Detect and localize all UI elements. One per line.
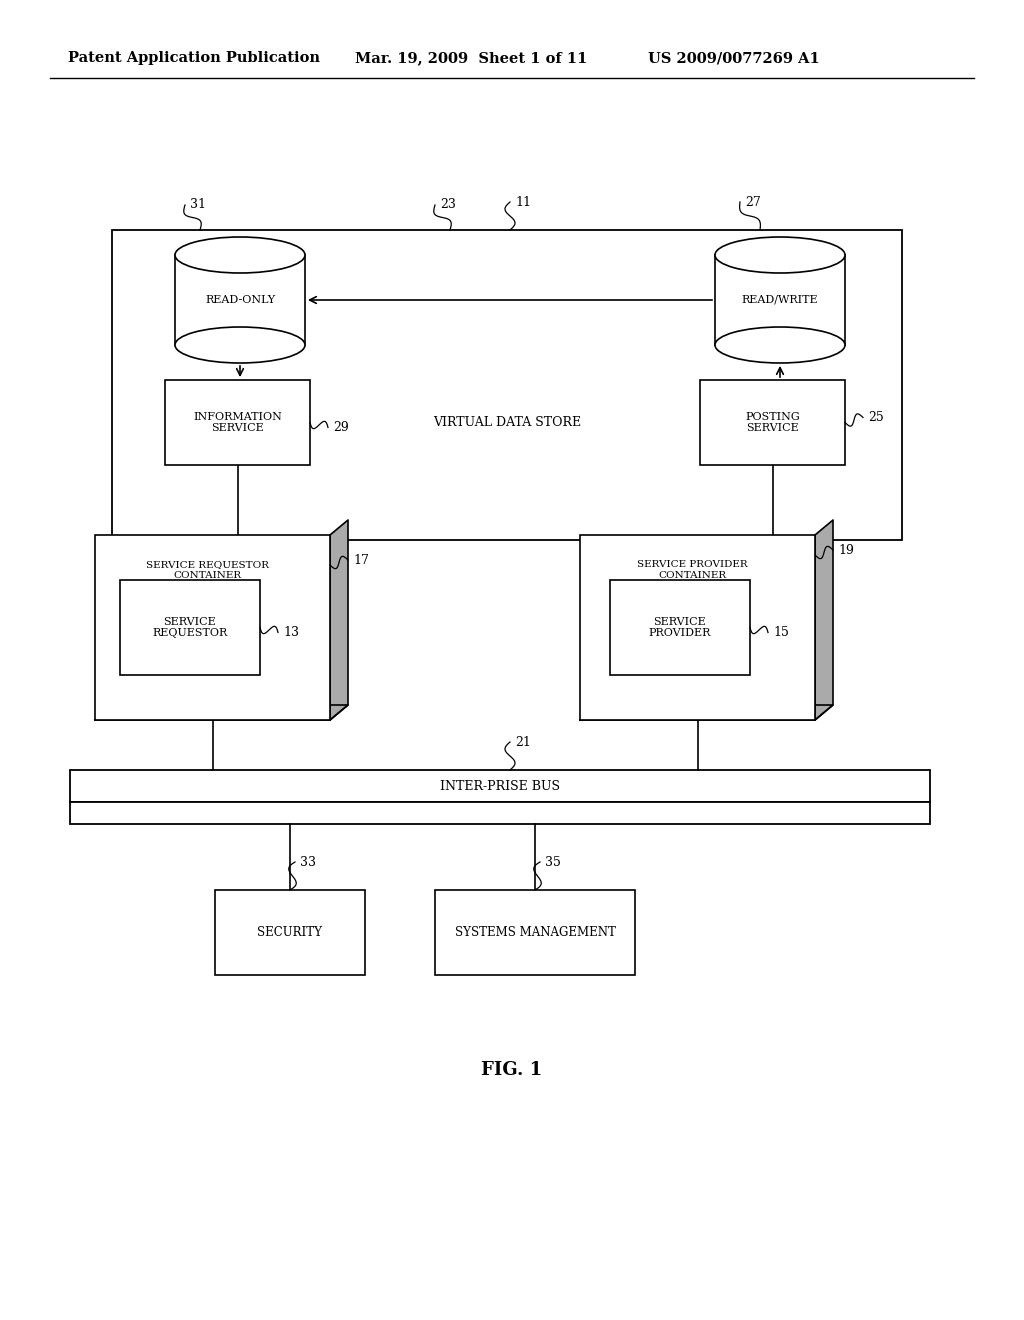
Text: READ/WRITE: READ/WRITE [741, 294, 818, 305]
Text: 31: 31 [190, 198, 206, 211]
Bar [95, 535, 330, 719]
Text: SERVICE
REQUESTOR: SERVICE REQUESTOR [153, 616, 227, 639]
Text: SERVICE PROVIDER
CONTAINER: SERVICE PROVIDER CONTAINER [637, 560, 748, 579]
Ellipse shape [715, 238, 845, 273]
Text: 23: 23 [440, 198, 456, 211]
Text: 25: 25 [868, 411, 884, 424]
Text: VIRTUAL DATA STORE: VIRTUAL DATA STORE [433, 416, 581, 429]
Text: Patent Application Publication: Patent Application Publication [68, 51, 319, 65]
Text: 21: 21 [515, 735, 530, 748]
Bar [70, 770, 930, 803]
Text: 13: 13 [283, 626, 299, 639]
Polygon shape [95, 705, 348, 719]
Bar [580, 535, 815, 719]
Text: Mar. 19, 2009  Sheet 1 of 11: Mar. 19, 2009 Sheet 1 of 11 [355, 51, 588, 65]
Bar [112, 230, 902, 540]
Ellipse shape [175, 238, 305, 273]
Polygon shape [580, 705, 833, 719]
Polygon shape [715, 255, 845, 345]
Text: POSTING
SERVICE: POSTING SERVICE [745, 412, 800, 433]
Text: 29: 29 [333, 421, 349, 434]
Text: SERVICE
PROVIDER: SERVICE PROVIDER [649, 616, 712, 639]
Text: INTER-PRISE BUS: INTER-PRISE BUS [440, 780, 560, 792]
Bar [215, 890, 365, 975]
Text: 15: 15 [773, 626, 788, 639]
Text: 33: 33 [300, 855, 316, 869]
Polygon shape [815, 520, 833, 719]
Bar [610, 579, 750, 675]
Text: 19: 19 [838, 544, 854, 557]
Text: READ-ONLY: READ-ONLY [205, 294, 275, 305]
Ellipse shape [715, 327, 845, 363]
Bar [70, 803, 930, 824]
Bar [165, 380, 310, 465]
Text: 17: 17 [353, 553, 369, 566]
Polygon shape [330, 520, 348, 719]
Text: 35: 35 [545, 855, 561, 869]
Text: SYSTEMS MANAGEMENT: SYSTEMS MANAGEMENT [455, 927, 615, 939]
Text: US 2009/0077269 A1: US 2009/0077269 A1 [648, 51, 820, 65]
Text: 11: 11 [515, 195, 531, 209]
Text: FIG. 1: FIG. 1 [481, 1061, 543, 1078]
Text: 27: 27 [745, 195, 761, 209]
Bar [120, 579, 260, 675]
Ellipse shape [175, 327, 305, 363]
Bar [435, 890, 635, 975]
Text: SERVICE REQUESTOR
CONTAINER: SERVICE REQUESTOR CONTAINER [146, 560, 269, 579]
Text: INFORMATION
SERVICE: INFORMATION SERVICE [194, 412, 282, 433]
Polygon shape [175, 255, 305, 345]
Text: SECURITY: SECURITY [257, 927, 323, 939]
Bar [700, 380, 845, 465]
